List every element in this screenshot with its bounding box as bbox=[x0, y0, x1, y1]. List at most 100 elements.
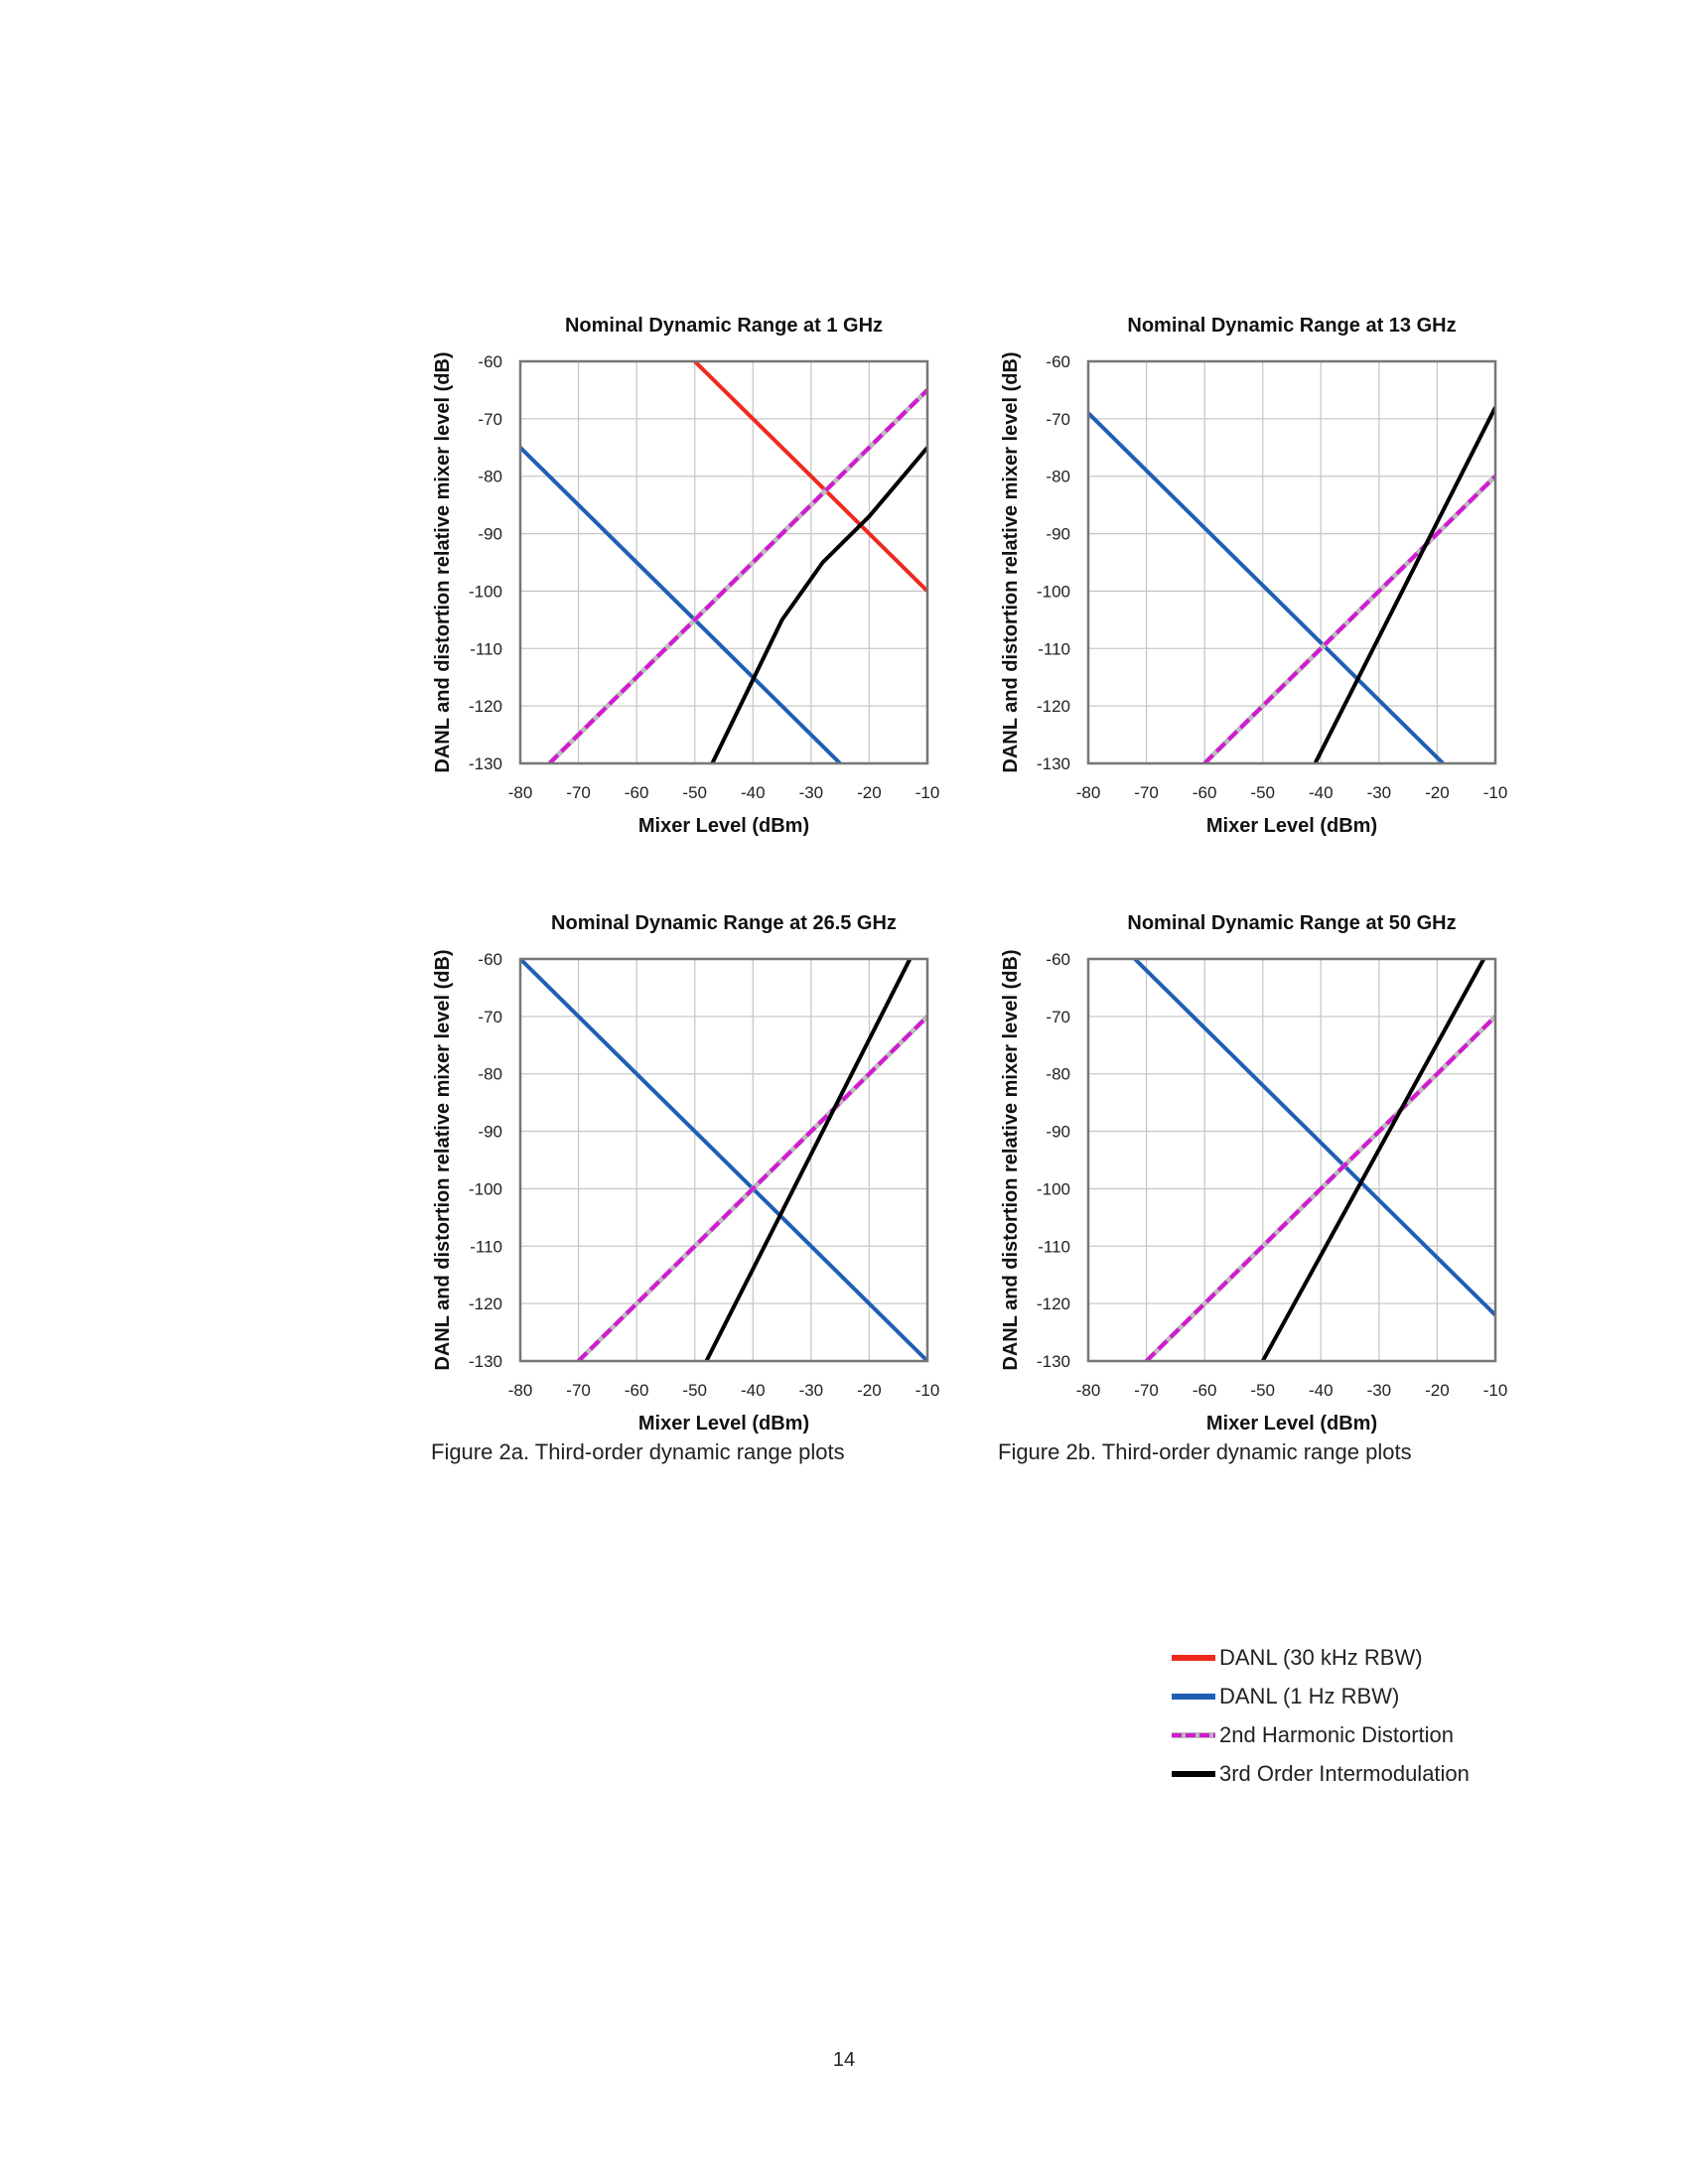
x-tick-label: -40 bbox=[1309, 1381, 1334, 1400]
series-line-2nd-harmonic bbox=[1202, 475, 1495, 763]
series-line bbox=[710, 446, 927, 763]
x-tick-label: -80 bbox=[1076, 783, 1101, 802]
plot-frame bbox=[1086, 359, 1497, 765]
x-tick-label: -10 bbox=[1483, 783, 1508, 802]
series-line bbox=[1260, 959, 1486, 1361]
y-tick-label: -110 bbox=[1038, 639, 1070, 658]
plot-frame bbox=[518, 359, 929, 765]
legend-label: DANL (30 kHz RBW) bbox=[1219, 1644, 1423, 1670]
chart-title: Nominal Dynamic Range at 50 GHz bbox=[1127, 912, 1456, 934]
series-group bbox=[520, 959, 927, 1361]
x-tick-label: -40 bbox=[741, 783, 766, 802]
x-tick-label: -30 bbox=[1367, 783, 1392, 802]
y-axis-label: DANL and distortion relative mixer level… bbox=[432, 949, 454, 1370]
y-tick-label: -60 bbox=[1046, 950, 1070, 969]
series-line bbox=[704, 959, 913, 1361]
legend-label: 2nd Harmonic Distortion bbox=[1219, 1721, 1454, 1747]
x-axis-label: Mixer Level (dBm) bbox=[638, 1413, 809, 1434]
x-axis-label: Mixer Level (dBm) bbox=[638, 815, 809, 837]
x-tick-label: -70 bbox=[1134, 783, 1159, 802]
x-tick-label: -70 bbox=[1134, 1381, 1159, 1400]
chart-title: Nominal Dynamic Range at 1 GHz bbox=[565, 315, 883, 337]
chart-title: Nominal Dynamic Range at 26.5 GHz bbox=[551, 912, 897, 934]
legend-item-3rd-order: 3rd Order Intermodulation bbox=[1172, 1754, 1470, 1793]
series-line bbox=[520, 959, 927, 1361]
y-tick-label: -90 bbox=[478, 1123, 502, 1142]
x-tick-label: -60 bbox=[625, 783, 649, 802]
legend: DANL (30 kHz RBW) DANL (1 Hz RBW) 2nd Ha… bbox=[1172, 1638, 1470, 1793]
y-axis-label: DANL and distortion relative mixer level… bbox=[432, 351, 454, 772]
y-tick-label: -80 bbox=[478, 468, 502, 486]
series-line-2nd-harmonic bbox=[547, 388, 927, 763]
x-tick-label: -20 bbox=[1425, 783, 1450, 802]
x-axis-label: Mixer Level (dBm) bbox=[1206, 1413, 1377, 1434]
plot-area bbox=[1088, 361, 1495, 763]
x-tick-label: -30 bbox=[1367, 1381, 1392, 1400]
series-line bbox=[1088, 411, 1445, 763]
x-tick-label: -40 bbox=[1309, 783, 1334, 802]
y-tick-label: -80 bbox=[1046, 1065, 1070, 1084]
series-line bbox=[1133, 959, 1495, 1317]
plot-frame bbox=[518, 957, 929, 1363]
y-tick-label: -70 bbox=[1046, 410, 1070, 429]
y-tick-label: -120 bbox=[469, 1295, 502, 1313]
series-line-2nd-harmonic bbox=[1145, 1015, 1495, 1361]
y-tick-label: -120 bbox=[1037, 1295, 1070, 1313]
y-tick-label: -100 bbox=[469, 582, 502, 601]
y-tick-label: -120 bbox=[469, 697, 502, 716]
legend-swatch bbox=[1172, 1693, 1215, 1700]
x-tick-label: -10 bbox=[1483, 1381, 1508, 1400]
y-tick-label: -130 bbox=[469, 1352, 502, 1371]
chart-panel-1: -60 -70 -80 -90 -100 -110 -120 -130 -80 -70 -60 -50… bbox=[432, 315, 939, 837]
y-tick-label: -120 bbox=[1037, 697, 1070, 716]
x-tick-label: -50 bbox=[1250, 1381, 1275, 1400]
y-tick-label: -90 bbox=[1046, 1123, 1070, 1142]
legend-swatch bbox=[1172, 1731, 1215, 1738]
x-tick-label: -10 bbox=[915, 1381, 940, 1400]
y-tick-label: -130 bbox=[469, 754, 502, 773]
x-tick-label: -70 bbox=[566, 1381, 591, 1400]
plot-area bbox=[1088, 959, 1495, 1361]
y-tick-label: -90 bbox=[478, 525, 502, 544]
x-tick-label: -10 bbox=[915, 783, 940, 802]
y-tick-label: -90 bbox=[1046, 525, 1070, 544]
y-tick-label: -130 bbox=[1037, 754, 1070, 773]
y-tick-label: -70 bbox=[478, 1008, 502, 1026]
y-tick-label: -60 bbox=[478, 950, 502, 969]
legend-label: 3rd Order Intermodulation bbox=[1219, 1760, 1470, 1786]
x-tick-label: -60 bbox=[1193, 1381, 1217, 1400]
x-tick-label: -60 bbox=[625, 1381, 649, 1400]
x-tick-label: -50 bbox=[682, 1381, 707, 1400]
x-tick-label: -80 bbox=[508, 783, 533, 802]
chart-title: Nominal Dynamic Range at 13 GHz bbox=[1127, 315, 1456, 337]
x-tick-label: -20 bbox=[857, 1381, 882, 1400]
x-tick-label: -20 bbox=[857, 783, 882, 802]
series-line bbox=[693, 361, 927, 593]
chart-panel-3: -60 -70 -80 -90 -100 -110 -120 -130 -80 -70 -60 -50… bbox=[432, 912, 939, 1434]
legend-swatch bbox=[1172, 1654, 1215, 1661]
legend-swatch bbox=[1172, 1770, 1215, 1777]
y-tick-label: -110 bbox=[1038, 1237, 1070, 1256]
y-tick-label: -110 bbox=[470, 1237, 502, 1256]
y-tick-label: -80 bbox=[478, 1065, 502, 1084]
x-tick-label: -60 bbox=[1193, 783, 1217, 802]
y-axis-label: DANL and distortion relative mixer level… bbox=[1000, 949, 1022, 1370]
x-tick-label: -40 bbox=[741, 1381, 766, 1400]
x-axis-label: Mixer Level (dBm) bbox=[1206, 815, 1377, 837]
x-tick-label: -30 bbox=[799, 783, 824, 802]
series-line bbox=[1313, 406, 1495, 763]
series-line bbox=[520, 446, 842, 763]
figure-caption-right: Figure 2b. Third-order dynamic range plo… bbox=[998, 1439, 1412, 1464]
y-tick-label: -70 bbox=[1046, 1008, 1070, 1026]
legend-item-danl-30khz: DANL (30 kHz RBW) bbox=[1172, 1638, 1470, 1677]
series-line-2nd-harmonic bbox=[577, 1015, 927, 1361]
y-tick-label: -100 bbox=[469, 1179, 502, 1198]
x-tick-label: -70 bbox=[566, 783, 591, 802]
y-tick-label: -70 bbox=[478, 410, 502, 429]
x-tick-label: -80 bbox=[508, 1381, 533, 1400]
x-tick-label: -50 bbox=[682, 783, 707, 802]
y-tick-label: -110 bbox=[470, 639, 502, 658]
y-axis-label: DANL and distortion relative mixer level… bbox=[1000, 351, 1022, 772]
page-number: 14 bbox=[832, 2049, 856, 2071]
